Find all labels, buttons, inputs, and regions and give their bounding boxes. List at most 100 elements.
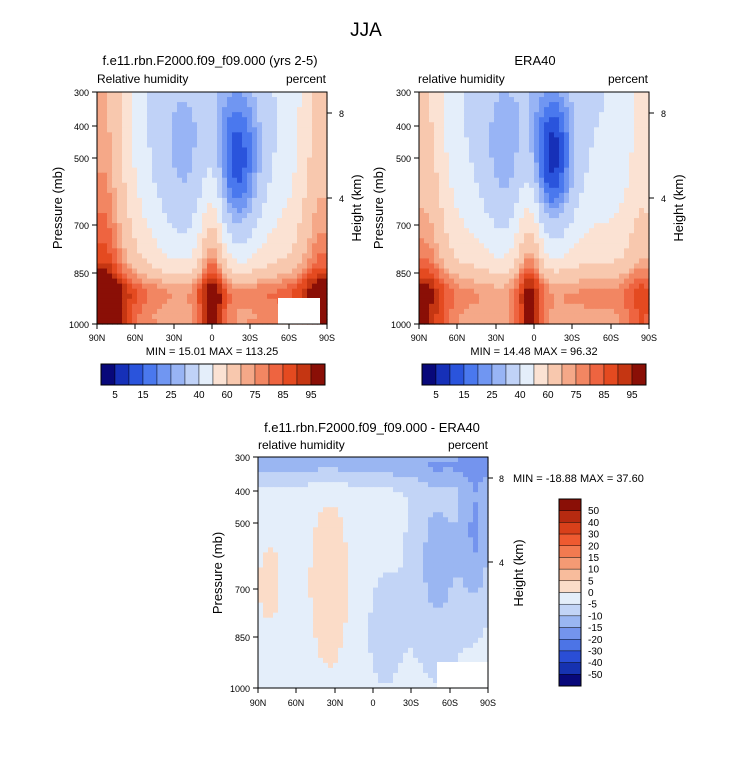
heatmap-cell: [127, 208, 133, 214]
heatmap-cell: [268, 467, 274, 473]
heatmap-cell: [247, 192, 253, 199]
heatmap-cell: [519, 122, 525, 128]
heatmap-cell: [499, 248, 505, 254]
heatmap-cell: [534, 263, 540, 270]
heatmap-cell: [272, 278, 278, 285]
heatmap-cell: [504, 293, 510, 300]
heatmap-cell: [312, 157, 318, 164]
heatmap-cell: [122, 147, 128, 154]
heatmap-cell: [107, 208, 113, 214]
heatmap-cell: [468, 462, 474, 468]
heatmap-cell: [474, 172, 480, 179]
heatmap-cell: [277, 187, 283, 194]
y-right-axis-title: Height (km): [671, 174, 686, 241]
heatmap-cell: [448, 502, 454, 508]
heatmap-cell: [484, 102, 490, 108]
heatmap-cell: [444, 202, 450, 209]
heatmap-cell: [629, 263, 635, 270]
heatmap-cell: [594, 243, 600, 249]
heatmap-cell: [162, 258, 168, 265]
heatmap-cell: [283, 457, 289, 463]
heatmap-cell: [464, 117, 470, 123]
heatmap-cell: [323, 502, 329, 508]
heatmap-cell: [438, 477, 444, 483]
heatmap-cell: [599, 218, 605, 224]
heatmap-cell: [273, 472, 279, 478]
heatmap-cell: [242, 97, 248, 103]
heatmap-cell: [403, 492, 409, 498]
heatmap-cell: [458, 517, 464, 523]
heatmap-cell: [459, 293, 465, 300]
heatmap-cell: [283, 482, 289, 488]
heatmap-cell: [172, 97, 178, 103]
heatmap-cell: [167, 137, 173, 144]
heatmap-cell: [439, 157, 445, 164]
heatmap-cell: [499, 157, 505, 164]
heatmap-cell: [564, 197, 570, 204]
heatmap-cell: [473, 457, 479, 463]
heatmap-cell: [277, 117, 283, 123]
heatmap-cell: [302, 152, 308, 159]
heatmap-cell: [312, 238, 318, 244]
heatmap-cell: [539, 142, 545, 149]
heatmap-cell: [624, 167, 630, 174]
heatmap-cell: [142, 97, 148, 103]
heatmap-cell: [373, 512, 379, 518]
heatmap-cell: [182, 177, 188, 184]
heatmap-cell: [293, 502, 299, 508]
heatmap-cell: [177, 142, 183, 149]
heatmap-cell: [97, 187, 103, 194]
heatmap-cell: [509, 253, 515, 260]
heatmap-cell: [574, 152, 580, 159]
heatmap-cell: [167, 102, 173, 108]
heatmap-cell: [197, 293, 203, 300]
heatmap-cell: [504, 278, 510, 285]
heatmap-cell: [262, 187, 268, 194]
heatmap-cell: [589, 303, 595, 310]
heatmap-cell: [509, 177, 515, 184]
heatmap-cell: [614, 213, 620, 219]
heatmap-cell: [424, 132, 430, 138]
heatmap-cell: [494, 202, 500, 209]
heatmap-cell: [142, 293, 148, 300]
heatmap-cell: [272, 182, 278, 189]
x-tick-label: 60S: [281, 333, 297, 343]
heatmap-cell: [579, 303, 585, 310]
heatmap-cell: [217, 233, 223, 239]
heatmap-cell: [247, 293, 253, 300]
heatmap-cell: [162, 208, 168, 214]
heatmap-cell: [172, 213, 178, 219]
heatmap-cell: [494, 248, 500, 254]
heatmap-cell: [317, 147, 323, 154]
heatmap-cell: [494, 177, 500, 184]
heatmap-cell: [147, 152, 153, 159]
heatmap-cell: [353, 482, 359, 488]
heatmap-cell: [469, 318, 475, 325]
heatmap-cell: [419, 248, 425, 254]
heatmap-cell: [312, 137, 318, 144]
heatmap-cell: [122, 152, 128, 159]
heatmap-cell: [112, 243, 118, 249]
heatmap-cell: [559, 293, 565, 300]
heatmap-cell: [479, 283, 485, 290]
heatmap-cell: [192, 142, 198, 149]
heatmap-cell: [137, 283, 143, 290]
heatmap-cell: [499, 213, 505, 219]
heatmap-cell: [449, 303, 455, 310]
heatmap-cell: [152, 102, 158, 108]
heatmap-cell: [268, 482, 274, 488]
heatmap-cell: [484, 147, 490, 154]
heatmap-cell: [132, 298, 138, 305]
heatmap-cell: [519, 197, 525, 204]
heatmap-cell: [197, 238, 203, 244]
heatmap-cell: [478, 472, 484, 478]
heatmap-cell: [107, 218, 113, 224]
heatmap-cell: [459, 187, 465, 194]
heatmap-cell: [484, 122, 490, 128]
heatmap-cell: [634, 303, 640, 310]
heatmap-cell: [207, 298, 213, 305]
heatmap-cell: [107, 112, 113, 118]
heatmap-cell: [464, 263, 470, 270]
heatmap-cell: [564, 157, 570, 164]
heatmap-cell: [424, 182, 430, 189]
